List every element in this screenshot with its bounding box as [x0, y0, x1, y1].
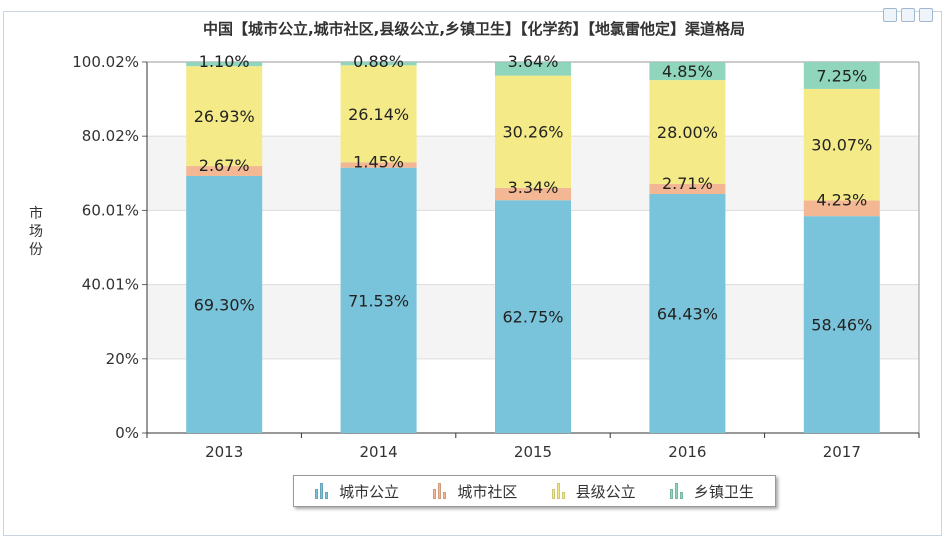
- legend-label: 乡镇卫生: [693, 482, 754, 501]
- bar-segment: [649, 194, 726, 433]
- legend-item[interactable]: 城市公立: [315, 481, 399, 502]
- bar-segment: [495, 200, 571, 433]
- x-tick-label: 2013: [205, 443, 243, 461]
- bar-segment: [186, 62, 263, 67]
- data-label: 30.07%: [811, 136, 872, 155]
- bar-segment: [495, 62, 571, 76]
- data-label: 28.00%: [657, 123, 718, 142]
- y-axis-label: 市 场 份: [26, 205, 46, 259]
- y-axis-label-char: 场: [29, 224, 43, 240]
- data-label: 30.26%: [502, 123, 563, 142]
- bar-segment: [649, 62, 726, 81]
- y-tick-label: 80.02%: [82, 127, 139, 145]
- data-label: 69.30%: [194, 295, 255, 314]
- legend-label: 城市社区: [457, 482, 518, 501]
- data-label: 3.64%: [508, 52, 559, 71]
- legend: 城市公立 城市社区 县级公立 乡镇卫生: [293, 475, 776, 507]
- data-label: 2.71%: [662, 174, 713, 193]
- data-label: 3.34%: [508, 178, 559, 197]
- legend-item[interactable]: 县级公立: [551, 481, 636, 502]
- y-tick-label: 100.02%: [72, 53, 139, 71]
- y-axis-label-char: 份: [29, 242, 43, 258]
- data-label: 1.10%: [199, 52, 250, 71]
- data-label: 7.25%: [816, 66, 867, 85]
- chart-title: 中国【城市公立,城市社区,县级公立,乡镇卫生】【化学药】【地氯雷他定】渠道格局: [202, 20, 746, 38]
- x-tick-label: 2017: [823, 443, 861, 461]
- y-tick-label: 0%: [115, 424, 139, 442]
- y-axis-label-char: 市: [29, 206, 43, 222]
- data-label: 64.43%: [657, 305, 718, 324]
- bar-segment: [186, 175, 263, 433]
- x-tick-label: 2015: [514, 443, 552, 461]
- bar-chart-icon: [433, 483, 447, 499]
- legend-label: 县级公立: [575, 482, 636, 501]
- bar-segment: [340, 162, 417, 168]
- y-tick-label: 60.01%: [82, 201, 139, 219]
- data-view-icon[interactable]: [883, 8, 897, 22]
- y-tick-label: 40.01%: [82, 276, 139, 294]
- bar-segment: [495, 187, 571, 201]
- data-label: 58.46%: [811, 316, 872, 335]
- x-tick-label: 2016: [668, 443, 706, 461]
- bar-segment: [186, 166, 263, 176]
- bar-chart-icon: [315, 483, 329, 499]
- data-label: 71.53%: [348, 291, 409, 310]
- bar-segment: [803, 88, 880, 201]
- bar-segment: [340, 167, 417, 433]
- save-image-icon[interactable]: [919, 8, 933, 22]
- legend-item[interactable]: 乡镇卫生: [669, 481, 754, 502]
- x-tick-label: 2014: [360, 443, 398, 461]
- bar-segment: [803, 216, 880, 433]
- bar-segment: [340, 65, 417, 163]
- bar-segment: [803, 200, 880, 217]
- data-label: 4.85%: [662, 62, 713, 81]
- bar-segment: [649, 80, 726, 184]
- data-label: 62.75%: [502, 308, 563, 327]
- data-label: 4.23%: [816, 190, 867, 209]
- legend-label: 城市公立: [339, 482, 400, 501]
- bar-segment: [186, 66, 263, 167]
- data-label: 2.67%: [199, 156, 250, 175]
- chart-switch-icon[interactable]: [901, 8, 915, 22]
- data-label: 26.93%: [194, 107, 255, 126]
- bar-segment: [340, 62, 417, 66]
- legend-item[interactable]: 城市社区: [433, 481, 517, 502]
- bar-segment: [649, 183, 726, 195]
- chart-toolbar: [883, 8, 933, 22]
- data-label: 0.88%: [353, 52, 404, 71]
- data-label: 26.14%: [348, 105, 409, 124]
- data-label: 1.45%: [353, 152, 404, 171]
- bar-chart-icon: [551, 483, 566, 499]
- bar-segment: [495, 75, 571, 188]
- bar-chart-icon: [669, 483, 684, 499]
- y-tick-label: 20%: [106, 350, 139, 368]
- bar-segment: [803, 62, 880, 89]
